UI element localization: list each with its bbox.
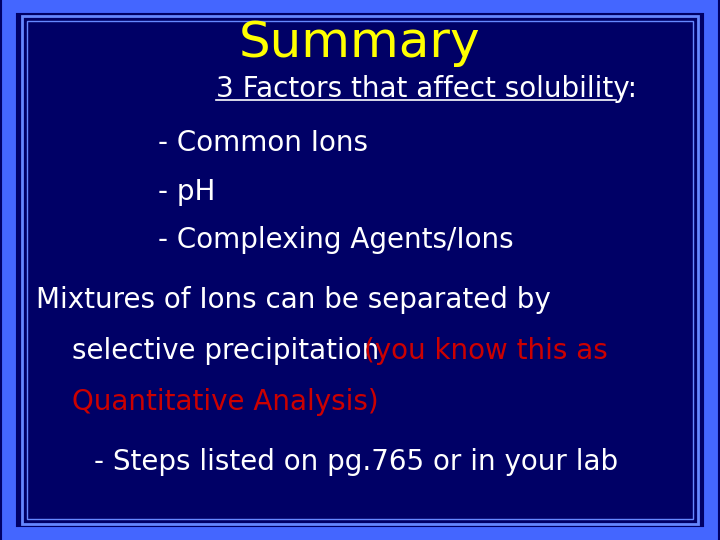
Text: - Complexing Agents/Ions: - Complexing Agents/Ions bbox=[158, 226, 514, 254]
Text: selective precipitation: selective precipitation bbox=[72, 337, 388, 365]
Text: - pH: - pH bbox=[158, 178, 216, 206]
Text: Quantitative Analysis): Quantitative Analysis) bbox=[72, 388, 379, 416]
Text: 3 Factors that affect solubility:: 3 Factors that affect solubility: bbox=[216, 75, 637, 103]
Text: - Steps listed on pg.765 or in your lab: - Steps listed on pg.765 or in your lab bbox=[94, 448, 618, 476]
Text: (you know this as: (you know this as bbox=[364, 337, 608, 365]
FancyBboxPatch shape bbox=[9, 6, 711, 534]
Text: - Common Ions: - Common Ions bbox=[158, 129, 369, 157]
Text: Mixtures of Ions can be separated by: Mixtures of Ions can be separated by bbox=[36, 286, 551, 314]
Text: Summary: Summary bbox=[239, 19, 481, 67]
